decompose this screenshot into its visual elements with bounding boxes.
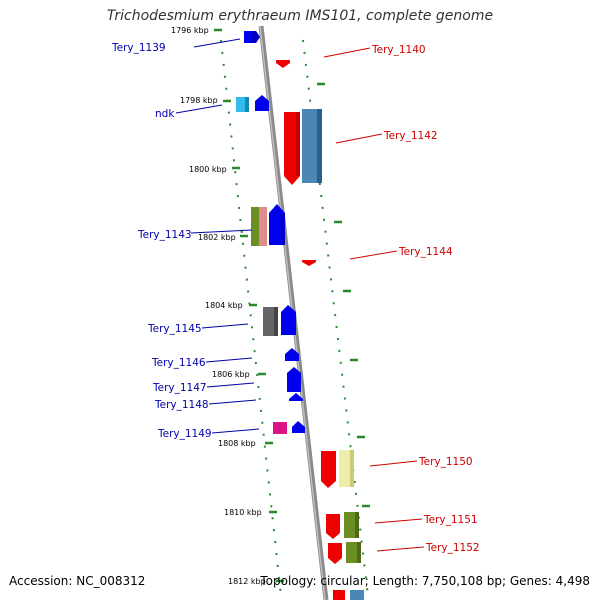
- label-tery-1143[interactable]: Tery_1143: [137, 229, 192, 241]
- left-leader-lines: [175, 38, 260, 434]
- label-tery-1152[interactable]: Tery_1152: [425, 542, 480, 554]
- leader-tery-1139: [193, 38, 241, 48]
- topology-summary: Topology: circular; Length: 7,750,108 bp…: [260, 574, 590, 588]
- right-gene-labels: Tery_1140 Tery_1142 Tery_1144 Tery_1150 …: [371, 44, 480, 554]
- gene-ndk-arrow[interactable]: [255, 95, 269, 111]
- gene-tery-1143-arrow-shade: [281, 213, 285, 245]
- accession-text: Accession: NC_008312: [9, 574, 146, 588]
- leader-tery-1146: [205, 357, 253, 363]
- leader-tery-1150: [369, 460, 418, 467]
- gene-tery-1145-gray-shade: [274, 307, 278, 336]
- scale-ticks: [214, 28, 284, 583]
- leader-tery-1142: [335, 133, 383, 144]
- label-tery-1147[interactable]: Tery_1147: [152, 382, 207, 394]
- kbp-label-1810: 1810 kbp: [224, 508, 262, 517]
- label-tery-1145[interactable]: Tery_1145: [147, 323, 202, 335]
- kbp-label-1804: 1804 kbp: [205, 301, 243, 310]
- gene-bottom-red-partial[interactable]: [333, 590, 345, 600]
- gene-tery-1142-red-shade: [296, 112, 300, 176]
- gene-tery-1152-green-shade: [357, 542, 361, 563]
- gene-tery-1140-arrow[interactable]: [276, 60, 290, 68]
- leader-tery-1145: [201, 323, 249, 329]
- gene-tery-1147-arrow[interactable]: [287, 367, 301, 392]
- gene-tery-1146-arrow[interactable]: [285, 348, 299, 361]
- kbp-label-1802: 1802 kbp: [198, 233, 236, 242]
- label-tery-1148[interactable]: Tery_1148: [154, 399, 209, 411]
- gene-tery-1148-arrow[interactable]: [289, 393, 303, 401]
- leader-ndk: [175, 104, 223, 114]
- gene-tery-1150-yellow-shade: [350, 450, 354, 487]
- gene-tery-1149-arrow[interactable]: [292, 421, 305, 433]
- leader-tery-1140: [323, 47, 371, 58]
- gene-tery-1139-shade: [252, 31, 260, 43]
- kbp-label-1812: 1812 kbp: [228, 577, 266, 586]
- label-tery-1139[interactable]: Tery_1139: [111, 42, 166, 54]
- leader-tery-1148: [208, 399, 257, 405]
- gene-tery-1144-arrow[interactable]: [302, 260, 316, 266]
- label-tery-1151[interactable]: Tery_1151: [423, 514, 478, 526]
- leader-tery-1152: [376, 546, 425, 552]
- kbp-label-1808: 1808 kbp: [218, 439, 256, 448]
- leader-tery-1149: [211, 428, 260, 434]
- gene-tery-1151-red[interactable]: [326, 514, 340, 539]
- label-tery-1142[interactable]: Tery_1142: [383, 130, 438, 142]
- kbp-label-1798: 1798 kbp: [180, 96, 218, 105]
- kbp-label-1800: 1800 kbp: [189, 165, 227, 174]
- gene-ndk-box-shade: [245, 97, 249, 112]
- right-leader-lines: [323, 47, 425, 552]
- label-tery-1146[interactable]: Tery_1146: [151, 357, 206, 369]
- left-gene-labels: Tery_1139 ndk Tery_1143 Tery_1145 Tery_1…: [111, 42, 212, 440]
- label-ndk[interactable]: ndk: [155, 108, 175, 120]
- label-tery-1140[interactable]: Tery_1140: [371, 44, 426, 56]
- leader-tery-1144: [349, 250, 398, 260]
- label-tery-1144[interactable]: Tery_1144: [398, 246, 453, 258]
- gene-tery-1150-red[interactable]: [321, 451, 336, 488]
- gene-bottom-blue-partial[interactable]: [350, 590, 364, 600]
- gene-tery-1143-pink[interactable]: [259, 207, 267, 246]
- leader-tery-1147: [206, 382, 255, 388]
- scale-ticks-right: [317, 82, 370, 508]
- gene-tery-1143-green[interactable]: [251, 207, 259, 246]
- leader-tery-1151: [374, 518, 423, 524]
- genome-title: Trichodesmium erythraeum IMS101, complet…: [106, 8, 494, 24]
- gene-tery-1142-blue-shade: [317, 109, 322, 183]
- gene-tery-1152-red[interactable]: [328, 543, 342, 564]
- label-tery-1150[interactable]: Tery_1150: [418, 456, 473, 468]
- kbp-label-1806: 1806 kbp: [212, 370, 250, 379]
- gene-tery-1151-green-shade: [355, 512, 359, 538]
- kbp-label-1796: 1796 kbp: [171, 26, 209, 35]
- leader-tery-1143: [190, 229, 253, 234]
- gene-tery-1149-magenta[interactable]: [273, 422, 287, 434]
- gene-tery-1145-arrow[interactable]: [281, 305, 296, 335]
- label-tery-1149[interactable]: Tery_1149: [157, 428, 212, 440]
